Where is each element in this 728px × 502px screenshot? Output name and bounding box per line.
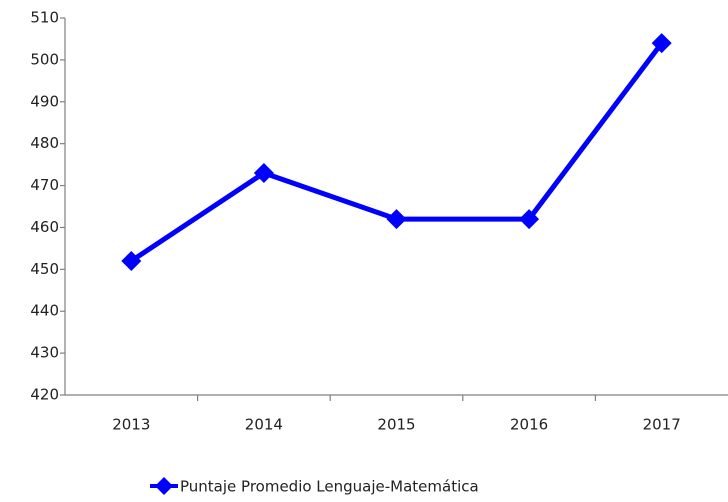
legend-label: Puntaje Promedio Lenguaje-Matemática [180, 478, 479, 496]
y-tick-label: 500 [30, 50, 59, 68]
data-point [651, 33, 672, 54]
x-tick-label: 2013 [112, 416, 150, 434]
legend-marker [155, 477, 173, 495]
data-point [386, 209, 407, 230]
y-tick-label: 440 [30, 302, 59, 320]
y-tick-label: 470 [30, 176, 59, 194]
data-point [519, 209, 540, 230]
y-tick-label: 450 [30, 260, 59, 278]
y-tick-label: 420 [30, 386, 59, 404]
data-point [253, 162, 274, 183]
y-tick-label: 460 [30, 218, 59, 236]
data-point [121, 250, 142, 271]
y-tick-label: 510 [30, 9, 59, 27]
x-tick-label: 2016 [510, 416, 548, 434]
x-tick-label: 2015 [377, 416, 415, 434]
x-tick-label: 2017 [643, 416, 681, 434]
x-tick-label: 2014 [245, 416, 283, 434]
y-tick-label: 430 [30, 344, 59, 362]
y-tick-label: 490 [30, 92, 59, 110]
legend: Puntaje Promedio Lenguaje-Matemática [150, 477, 479, 496]
y-tick-label: 480 [30, 134, 59, 152]
